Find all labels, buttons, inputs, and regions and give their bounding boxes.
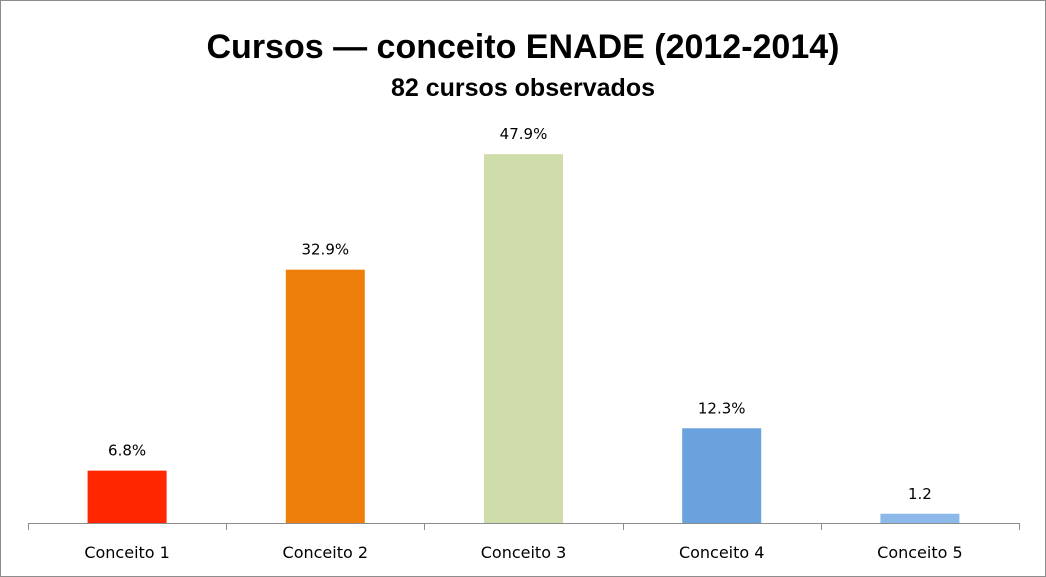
- bar-3: [484, 154, 563, 524]
- x-tick-label-1: Conceito 1: [84, 543, 170, 562]
- x-tick-label-5: Conceito 5: [877, 543, 963, 562]
- data-label-5: 1.2: [908, 485, 932, 503]
- data-label-1: 6.8%: [108, 442, 146, 460]
- data-label-3: 47.9%: [500, 125, 548, 143]
- bar-5: [880, 513, 960, 523]
- data-label-2: 32.9%: [301, 241, 349, 259]
- x-tick-label-2: Conceito 2: [283, 543, 369, 562]
- x-tick-label-3: Conceito 3: [481, 543, 567, 562]
- chart-subtitle: 82 cursos observados: [390, 74, 655, 102]
- bar-2: [285, 269, 365, 523]
- bar-1: [87, 470, 167, 523]
- x-tick-label-4: Conceito 4: [679, 543, 765, 562]
- chart-title: Cursos — conceito ENADE (2012-2014): [206, 28, 840, 66]
- bar-4: [682, 428, 762, 523]
- data-label-4: 12.3%: [698, 399, 746, 417]
